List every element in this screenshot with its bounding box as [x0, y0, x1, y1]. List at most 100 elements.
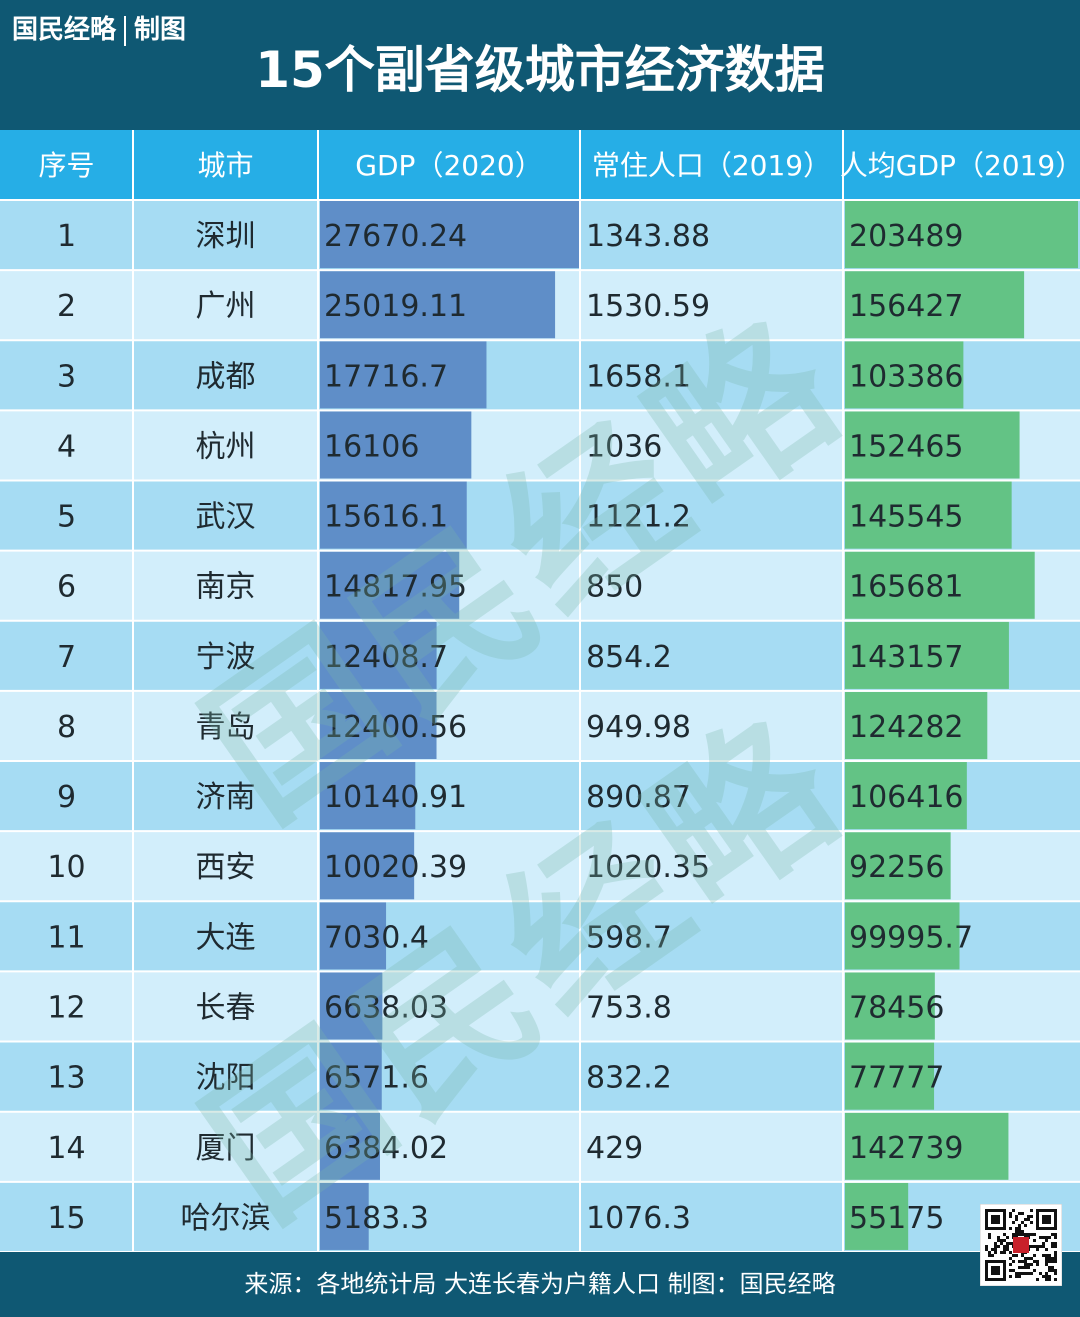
rank-cell: 14 [47, 1131, 85, 1166]
qr-module [1009, 1242, 1012, 1245]
qr-module [1021, 1260, 1024, 1263]
qr-module [1015, 1227, 1018, 1230]
qr-module [1018, 1260, 1021, 1263]
gdp-cell: 6571.6 [324, 1061, 429, 1096]
qr-module [1030, 1221, 1033, 1224]
rank-cell: 9 [57, 780, 76, 815]
qr-module [1033, 1260, 1036, 1263]
per-capita-bar [845, 271, 1025, 339]
gdp-bar [320, 972, 383, 1040]
qr-module [1033, 1254, 1036, 1257]
qr-module [1045, 1275, 1048, 1278]
qr-module [1018, 1227, 1021, 1230]
qr-module [1000, 1251, 1003, 1254]
qr-module [1048, 1236, 1051, 1239]
qr-module [1036, 1263, 1039, 1266]
city-cell: 深圳 [196, 219, 256, 254]
qr-module [994, 1242, 997, 1245]
data-table: 序号 城市 GDP（2020） 常住人口（2019） 人均GDP（2019）1 深圳 276… [0, 130, 1080, 1252]
qr-module [1021, 1254, 1024, 1257]
city-cell: 西安 [196, 850, 256, 885]
qr-module [1045, 1239, 1048, 1242]
qr-module [1027, 1215, 1030, 1218]
gdp-cell: 27670.24 [324, 219, 467, 254]
qr-module [1045, 1260, 1048, 1263]
column-header: 序号 [38, 149, 94, 182]
per-capita-gdp-cell: 165681 [849, 570, 964, 605]
qr-module [994, 1248, 997, 1251]
qr-module [1048, 1275, 1051, 1278]
qr-finder-core [991, 1266, 1000, 1275]
gdp-cell: 15616.1 [324, 500, 448, 535]
population-cell: 753.8 [586, 990, 672, 1025]
qr-module [1015, 1254, 1018, 1257]
qr-module [1042, 1236, 1045, 1239]
per-capita-gdp-cell: 55175 [849, 1201, 944, 1236]
city-cell: 杭州 [196, 429, 256, 464]
qr-module [1048, 1266, 1051, 1269]
gdp-cell: 7030.4 [324, 920, 429, 955]
qr-module [1042, 1242, 1045, 1245]
per-capita-bar [845, 1182, 909, 1250]
qr-module [1045, 1248, 1048, 1251]
qr-module [1045, 1254, 1048, 1257]
qr-module [1021, 1233, 1024, 1236]
population-cell: 1076.3 [586, 1201, 691, 1236]
brand-credit: 国民经略 制图 [12, 12, 186, 48]
population-cell: 1020.35 [586, 850, 710, 885]
qr-module [1024, 1260, 1027, 1263]
qr-module [1054, 1233, 1057, 1236]
qr-module [1018, 1224, 1021, 1227]
gdp-cell: 25019.11 [324, 289, 467, 324]
qr-module [1033, 1239, 1036, 1242]
brand-divider [124, 16, 127, 46]
qr-module [1027, 1218, 1030, 1221]
per-capita-gdp-cell: 142739 [849, 1131, 964, 1166]
gdp-bar [320, 1182, 369, 1250]
qr-module [1021, 1266, 1024, 1269]
qr-module [1051, 1245, 1054, 1248]
per-capita-gdp-cell: 99995.7 [849, 920, 973, 955]
qr-module [1030, 1245, 1033, 1248]
qr-module [1045, 1263, 1048, 1266]
qr-module [1024, 1224, 1027, 1227]
qr-module [1015, 1218, 1018, 1221]
gdp-cell: 10140.91 [324, 780, 467, 815]
gdp-bar [320, 271, 556, 339]
gdp-bar [320, 201, 580, 269]
column-header: 常住人口（2019） [592, 149, 831, 182]
gdp-bar [320, 832, 415, 900]
qr-module [1003, 1248, 1006, 1251]
per-capita-bar [845, 1112, 1009, 1180]
qr-module [1012, 1233, 1015, 1236]
qr-module [988, 1254, 991, 1257]
qr-module [997, 1245, 1000, 1248]
qr-module [1030, 1257, 1033, 1260]
qr-module [997, 1236, 1000, 1239]
population-cell: 429 [586, 1131, 643, 1166]
qr-module [1054, 1278, 1057, 1281]
per-capita-bar [845, 201, 1078, 269]
qr-module [1021, 1272, 1024, 1275]
qr-module [1003, 1251, 1006, 1254]
qr-module [1012, 1254, 1015, 1257]
qr-module [1051, 1266, 1054, 1269]
qr-module [1021, 1221, 1024, 1224]
qr-module [1048, 1278, 1051, 1281]
qr-module [1006, 1242, 1009, 1245]
population-cell: 1343.88 [586, 219, 710, 254]
qr-module [1015, 1275, 1018, 1278]
per-capita-bar [845, 341, 964, 409]
qr-module [1012, 1269, 1015, 1272]
population-cell: 1036 [586, 429, 662, 464]
qr-module [988, 1236, 991, 1239]
per-capita-bar [845, 902, 960, 970]
rank-cell: 8 [57, 710, 76, 745]
city-cell: 成都 [196, 359, 256, 394]
city-cell: 厦门 [196, 1131, 256, 1166]
population-cell: 1530.59 [586, 289, 710, 324]
qr-module [1003, 1245, 1006, 1248]
qr-module [1033, 1233, 1036, 1236]
city-cell: 南京 [196, 570, 256, 605]
city-cell: 广州 [196, 289, 256, 324]
